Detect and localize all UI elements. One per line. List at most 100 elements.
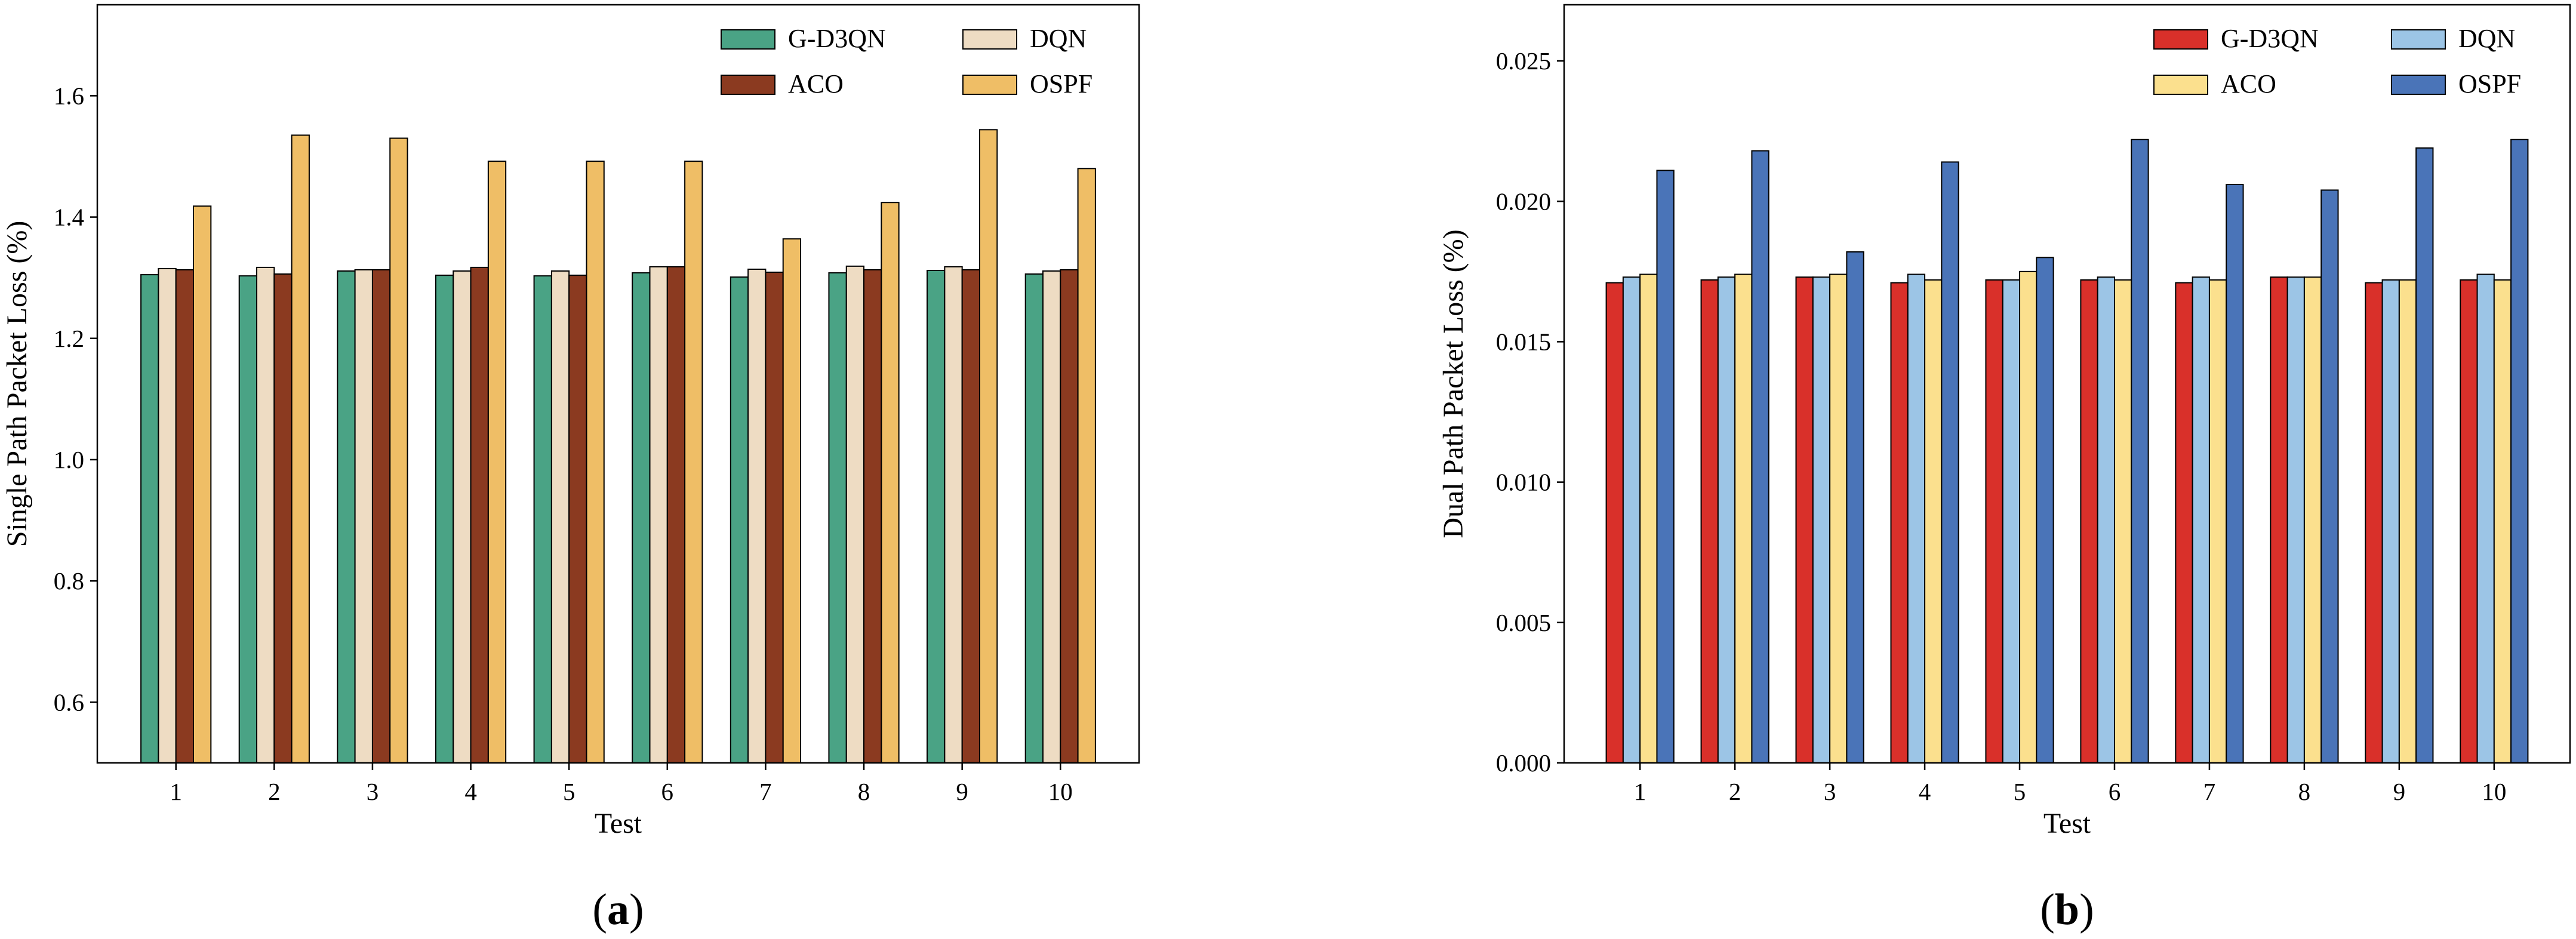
panel-label: (a) xyxy=(592,885,644,934)
bar-g-d3qn-test-6 xyxy=(632,272,651,763)
bar-dqn-test-1 xyxy=(158,267,177,763)
bar-g-d3qn-test-4 xyxy=(435,275,454,763)
legend-label-dqn: DQN xyxy=(1030,24,1087,53)
bar-aco-test-2 xyxy=(1734,273,1753,763)
bar-aco-test-5 xyxy=(568,275,587,763)
bar-dqn-test-7 xyxy=(2192,276,2210,763)
x-tick-label: 8 xyxy=(858,778,870,805)
bar-dqn-test-3 xyxy=(354,269,373,763)
x-tick-label: 10 xyxy=(1048,778,1073,805)
bar-aco-test-8 xyxy=(863,269,882,763)
y-tick-label: 0.025 xyxy=(1496,47,1551,75)
y-tick-label: 0.6 xyxy=(54,688,84,716)
bar-dqn-test-10 xyxy=(2476,273,2495,763)
y-tick-label: 1.4 xyxy=(54,204,84,231)
bar-aco-test-1 xyxy=(1639,273,1658,763)
legend-label-g-d3qn: G-D3QN xyxy=(2221,24,2319,53)
bar-g-d3qn-test-9 xyxy=(2365,282,2383,764)
legend-label-dqn: DQN xyxy=(2458,24,2515,53)
x-tick-label: 1 xyxy=(1634,778,1646,805)
y-tick-label: 1.6 xyxy=(54,82,84,109)
bar-g-d3qn-test-5 xyxy=(1985,279,2003,763)
bar-g-d3qn-test-1 xyxy=(140,274,159,763)
bar-aco-test-1 xyxy=(175,269,195,763)
y-tick-label: 0.015 xyxy=(1496,328,1551,355)
chart-panel-1: 0.6 0.8 1.0 1.2 1.4 1.6 1 2 3 4 5 6 7 8 9 10 Test Single … xyxy=(1,4,1140,934)
bar-ospf-test-7 xyxy=(782,238,802,763)
y-tick-label: 0.010 xyxy=(1496,469,1551,496)
legend-swatch-ospf xyxy=(2391,75,2446,95)
legend-label-aco: ACO xyxy=(788,69,844,98)
bar-dqn-test-3 xyxy=(1812,276,1831,763)
x-tick-label: 3 xyxy=(1824,778,1836,805)
x-tick-label: 3 xyxy=(367,778,379,805)
bar-ospf-test-9 xyxy=(978,129,998,763)
bar-aco-test-8 xyxy=(2303,276,2322,763)
chart-panel-2: 0.000 0.005 0.010 0.015 0.020 0.025 1 2 3 4 5 6 7 8 9 1… xyxy=(1438,4,2571,934)
bar-ospf-test-8 xyxy=(2320,189,2339,763)
bar-ospf-test-3 xyxy=(389,137,408,763)
x-tick-label: 6 xyxy=(2109,778,2121,805)
bar-aco-test-7 xyxy=(2208,279,2227,763)
bar-dqn-test-10 xyxy=(1042,270,1061,763)
axes-frame xyxy=(1563,4,2571,764)
bar-ospf-test-8 xyxy=(881,202,900,764)
y-tick-label: 0.000 xyxy=(1496,749,1551,777)
bar-g-d3qn-test-3 xyxy=(337,270,356,763)
panel-label: (b) xyxy=(2040,885,2094,934)
y-tick-label: 1.2 xyxy=(54,325,84,352)
bar-aco-test-2 xyxy=(273,273,293,764)
bar-g-d3qn-test-10 xyxy=(1024,273,1044,764)
bar-g-d3qn-test-2 xyxy=(238,275,258,763)
bar-ospf-test-10 xyxy=(2510,138,2529,763)
x-tick-label: 9 xyxy=(956,778,968,805)
bar-dqn-test-7 xyxy=(747,268,767,764)
legend-swatch-ospf xyxy=(962,75,1017,95)
bar-dqn-test-5 xyxy=(2002,279,2021,763)
y-axis-label: Dual Path Packet Loss (%) xyxy=(1438,229,1469,538)
x-tick-label: 9 xyxy=(2393,778,2406,805)
bar-ospf-test-4 xyxy=(1941,161,1959,764)
bar-dqn-test-1 xyxy=(1622,276,1641,763)
bar-dqn-test-4 xyxy=(453,270,472,763)
bar-dqn-test-8 xyxy=(845,265,865,763)
legend-swatch-dqn xyxy=(2391,29,2446,50)
y-tick-label: 1.0 xyxy=(54,446,84,473)
y-axis-label: Single Path Packet Loss (%) xyxy=(1,221,33,547)
x-tick-label: 2 xyxy=(268,778,281,805)
bar-aco-test-3 xyxy=(371,269,391,763)
x-tick-label: 7 xyxy=(759,778,772,805)
bar-aco-test-7 xyxy=(765,272,784,763)
bar-g-d3qn-test-9 xyxy=(927,270,946,763)
bar-g-d3qn-test-2 xyxy=(1700,279,1719,763)
bar-dqn-test-9 xyxy=(944,266,963,764)
x-tick-label: 1 xyxy=(170,778,182,805)
bar-aco-test-6 xyxy=(666,266,686,764)
x-axis-label: Test xyxy=(595,808,642,839)
bar-aco-test-10 xyxy=(2493,279,2512,763)
bar-g-d3qn-test-1 xyxy=(1605,282,1624,764)
bar-aco-test-9 xyxy=(2398,279,2417,763)
bar-aco-test-3 xyxy=(1829,273,1848,763)
bars xyxy=(140,129,1096,764)
legend-swatch-g-d3qn xyxy=(721,29,775,50)
bar-ospf-test-5 xyxy=(2036,257,2054,763)
bar-aco-test-10 xyxy=(1060,269,1079,763)
bar-dqn-test-9 xyxy=(2381,279,2400,763)
bar-ospf-test-3 xyxy=(1846,251,1864,763)
bar-g-d3qn-test-6 xyxy=(2080,279,2098,763)
bar-g-d3qn-test-7 xyxy=(2175,282,2193,764)
bar-dqn-test-2 xyxy=(1717,276,1736,763)
y-tick-label: 0.005 xyxy=(1496,609,1551,636)
legend-swatch-aco xyxy=(2153,75,2208,95)
bar-dqn-test-2 xyxy=(256,266,275,763)
bar-dqn-test-4 xyxy=(1907,273,1926,763)
bar-g-d3qn-test-8 xyxy=(2270,276,2288,763)
bar-g-d3qn-test-7 xyxy=(730,276,749,763)
y-tick-label: 0.020 xyxy=(1496,187,1551,215)
legend-label-aco: ACO xyxy=(2221,69,2276,98)
axes-frame xyxy=(96,4,1140,764)
bar-ospf-test-10 xyxy=(1077,168,1096,763)
x-tick-label: 6 xyxy=(661,778,674,805)
bar-aco-test-5 xyxy=(2019,270,2038,764)
